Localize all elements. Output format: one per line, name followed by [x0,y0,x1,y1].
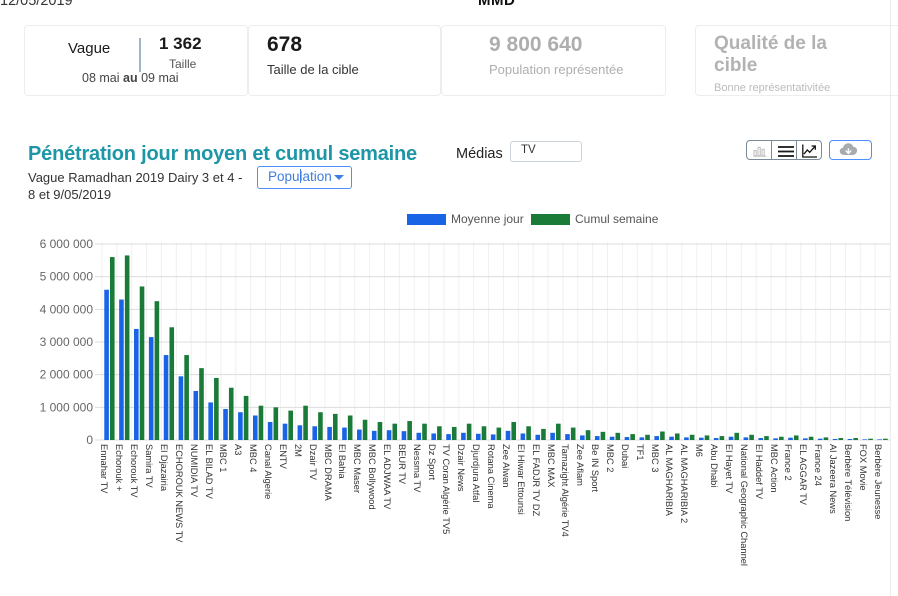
svg-text:0: 0 [86,433,93,447]
svg-text:2 000 000: 2 000 000 [40,368,94,382]
svg-text:5 000 000: 5 000 000 [40,270,94,284]
svg-text:1 000 000: 1 000 000 [40,400,94,414]
svg-text:6 000 000: 6 000 000 [40,237,94,251]
svg-text:3 000 000: 3 000 000 [40,335,94,349]
svg-text:4 000 000: 4 000 000 [40,302,94,316]
